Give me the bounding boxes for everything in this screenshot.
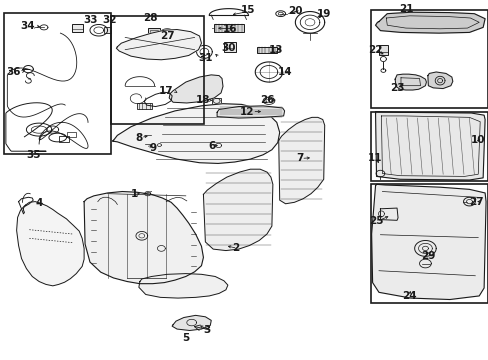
Text: 20: 20	[287, 6, 302, 16]
Text: 4: 4	[35, 198, 43, 208]
Polygon shape	[139, 274, 227, 298]
Text: 18: 18	[195, 95, 210, 105]
Text: 32: 32	[102, 15, 117, 25]
Text: 34: 34	[20, 21, 35, 31]
Text: 15: 15	[241, 5, 255, 15]
Polygon shape	[278, 117, 324, 204]
Polygon shape	[84, 192, 203, 284]
Bar	[214, 24, 243, 32]
Text: 25: 25	[368, 216, 383, 226]
Text: 35: 35	[26, 150, 41, 160]
Text: 33: 33	[83, 15, 98, 25]
Bar	[149, 30, 158, 34]
Text: 29: 29	[420, 251, 434, 261]
Text: 11: 11	[367, 153, 382, 163]
Text: 9: 9	[149, 143, 157, 153]
Text: 16: 16	[223, 24, 237, 34]
Text: 12: 12	[239, 107, 254, 117]
Polygon shape	[394, 74, 426, 90]
Text: 26: 26	[260, 95, 274, 105]
Bar	[67, 132, 76, 137]
Bar	[59, 136, 69, 142]
Text: 6: 6	[207, 141, 215, 151]
Text: 22: 22	[367, 45, 382, 55]
Bar	[150, 142, 157, 146]
Text: 30: 30	[221, 42, 236, 53]
Bar	[4, 13, 111, 154]
Bar	[224, 42, 235, 52]
Bar	[72, 24, 83, 32]
Polygon shape	[17, 202, 84, 286]
Text: 10: 10	[469, 135, 484, 145]
Bar	[370, 112, 487, 181]
Bar	[212, 98, 221, 104]
Text: 17: 17	[158, 86, 173, 96]
Bar	[150, 133, 157, 138]
Text: 23: 23	[389, 83, 404, 93]
Text: 13: 13	[268, 45, 283, 55]
Text: 7: 7	[295, 153, 303, 163]
Polygon shape	[371, 184, 485, 300]
Text: 8: 8	[135, 132, 142, 143]
Bar	[257, 47, 276, 53]
Polygon shape	[172, 315, 211, 330]
Polygon shape	[375, 12, 484, 33]
Polygon shape	[217, 106, 284, 118]
Bar	[147, 28, 160, 35]
Text: 3: 3	[203, 325, 210, 336]
Text: 21: 21	[399, 4, 413, 14]
Polygon shape	[203, 169, 272, 251]
Polygon shape	[169, 75, 223, 103]
Polygon shape	[427, 72, 452, 89]
Text: 5: 5	[182, 333, 189, 343]
Text: 27: 27	[468, 197, 483, 207]
Polygon shape	[375, 112, 484, 180]
Polygon shape	[112, 104, 279, 163]
Text: 24: 24	[402, 291, 416, 301]
Bar	[103, 27, 111, 33]
Text: 28: 28	[143, 13, 158, 23]
Text: 36: 36	[6, 67, 20, 77]
Text: 2: 2	[232, 243, 239, 253]
Text: 31: 31	[198, 53, 212, 63]
Text: 19: 19	[316, 9, 330, 19]
Bar	[370, 10, 487, 108]
Text: 27: 27	[160, 31, 174, 41]
Bar	[370, 184, 487, 303]
Bar	[379, 45, 387, 55]
Bar	[137, 103, 151, 109]
Bar	[111, 16, 204, 124]
Polygon shape	[116, 30, 201, 60]
Text: 1: 1	[130, 189, 138, 199]
Text: 14: 14	[277, 67, 292, 77]
Bar	[213, 143, 224, 148]
